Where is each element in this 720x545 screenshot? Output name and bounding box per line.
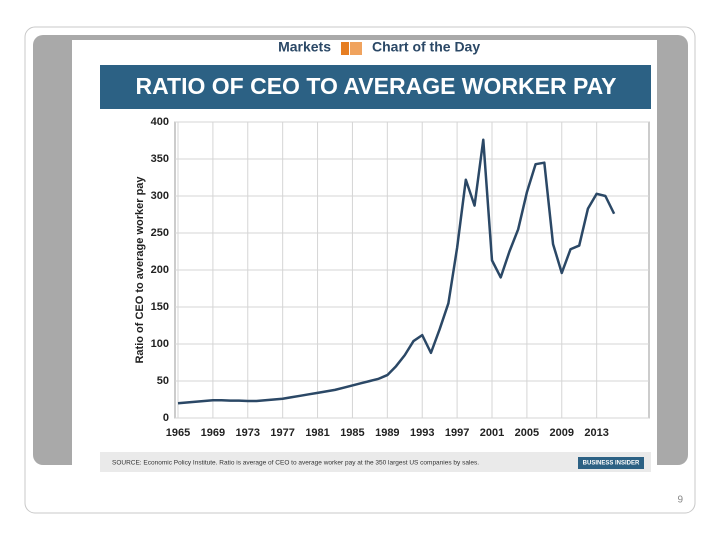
y-tick-label: 50 xyxy=(157,375,169,387)
x-tick-label: 1981 xyxy=(305,427,329,439)
source: SOURCE: Economic Policy Institute. Ratio… xyxy=(112,460,479,467)
line xyxy=(177,138,616,405)
x-tick-label: 1965 xyxy=(166,427,190,439)
x-tick-label: 2009 xyxy=(550,427,574,439)
header-column: Chart of the Day xyxy=(372,39,480,55)
x-tick-label: 2005 xyxy=(515,427,539,439)
x-tick-label: 1985 xyxy=(340,427,364,439)
x-tick-label: 2013 xyxy=(584,427,608,439)
page-number: 9 xyxy=(677,495,683,506)
x-tick-label: 1997 xyxy=(445,427,469,439)
y-tick-label: 0 xyxy=(163,412,169,424)
x-tick-label: 1993 xyxy=(410,427,434,439)
x-tick-label: 2001 xyxy=(480,427,504,439)
publisher-logo xyxy=(578,457,644,469)
x-tick-label: 1973 xyxy=(236,427,260,439)
x-tick-label: 1969 xyxy=(201,427,225,439)
y-tick-label: 300 xyxy=(151,190,169,202)
publisher: BUSINESS INSIDER xyxy=(583,461,640,467)
y-axis-label: Ratio of CEO to average worker pay xyxy=(134,176,146,364)
y-tick-label: 250 xyxy=(151,227,169,239)
plot: 0 50 100 150 200 250 300 350 400 1965 1969 1973 1977… xyxy=(151,116,650,439)
y-tick-label: 150 xyxy=(151,301,169,313)
chart-title: RATIO OF CEO TO AVERAGE WORKER PAY xyxy=(136,73,617,99)
header-icon xyxy=(341,42,349,55)
header-section: Markets xyxy=(278,39,331,55)
x-tick-label: 1977 xyxy=(270,427,294,439)
y-tick-label: 200 xyxy=(151,264,169,276)
y-tick-label: 350 xyxy=(151,153,169,165)
y-tick-label: 100 xyxy=(151,338,169,350)
title-banner xyxy=(100,65,651,109)
y-tick-label: 400 xyxy=(151,116,169,128)
header-icon xyxy=(350,42,362,55)
source-bar xyxy=(100,452,651,472)
x-tick-label: 1989 xyxy=(375,427,399,439)
